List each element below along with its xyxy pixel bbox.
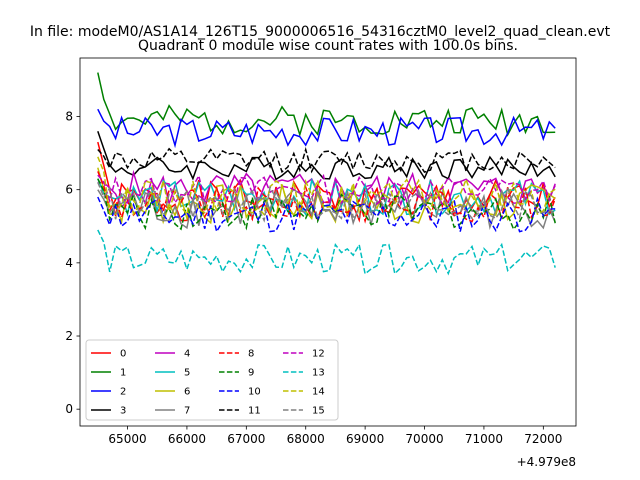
x-tick-label: 71000 — [465, 432, 503, 446]
legend-label-6: 6 — [184, 387, 190, 398]
legend-label-8: 8 — [248, 349, 254, 360]
legend-label-9: 9 — [248, 368, 254, 379]
y-tick-label: 8 — [65, 110, 73, 124]
x-offset-label: +4.979e8 — [517, 455, 576, 469]
series-line-3 — [97, 130, 556, 181]
legend-label-11: 11 — [248, 406, 261, 417]
legend-label-4: 4 — [184, 349, 190, 360]
series-line-12 — [97, 173, 556, 206]
x-tick-label: 69000 — [346, 432, 384, 446]
legend-label-12: 12 — [312, 349, 325, 360]
x-tick-label: 72000 — [524, 432, 562, 446]
series-group — [97, 72, 556, 276]
y-tick-label: 2 — [65, 329, 73, 343]
legend-label-14: 14 — [312, 387, 325, 398]
series-line-1 — [97, 72, 556, 138]
x-tick-label: 68000 — [287, 432, 325, 446]
series-line-10 — [97, 196, 556, 234]
chart-suptitle: In file: modeM0/AS1A14_126T15_9000006516… — [30, 24, 611, 40]
x-tick-label: 67000 — [227, 432, 265, 446]
x-tick-label: 70000 — [405, 432, 443, 446]
x-tick-label: 65000 — [108, 432, 146, 446]
legend-label-10: 10 — [248, 387, 261, 398]
series-line-11 — [97, 146, 556, 174]
series-line-2 — [97, 108, 556, 149]
y-tick-label: 4 — [65, 256, 73, 270]
y-tick-label: 0 — [65, 402, 73, 416]
legend-label-13: 13 — [312, 368, 325, 379]
x-tick-label: 66000 — [168, 432, 206, 446]
legend-label-7: 7 — [184, 406, 190, 417]
chart-title: Quadrant 0 module wise count rates with … — [138, 38, 518, 54]
axes-frame — [79, 57, 577, 427]
legend-label-0: 0 — [120, 349, 126, 360]
series-line-14 — [97, 156, 556, 217]
legend-label-15: 15 — [312, 406, 325, 417]
series-line-13 — [97, 229, 556, 276]
legend-label-2: 2 — [120, 387, 126, 398]
y-tick-label: 6 — [65, 183, 73, 197]
legend-label-3: 3 — [120, 406, 126, 417]
series-line-6 — [97, 167, 556, 225]
legend-label-5: 5 — [184, 368, 190, 379]
plot-area: 65000 66000 67000 68000 69000 70000 71000 72000… — [65, 57, 577, 446]
series-line-15 — [97, 182, 556, 223]
legend-box — [85, 339, 339, 421]
legend-label-1: 1 — [120, 368, 126, 379]
